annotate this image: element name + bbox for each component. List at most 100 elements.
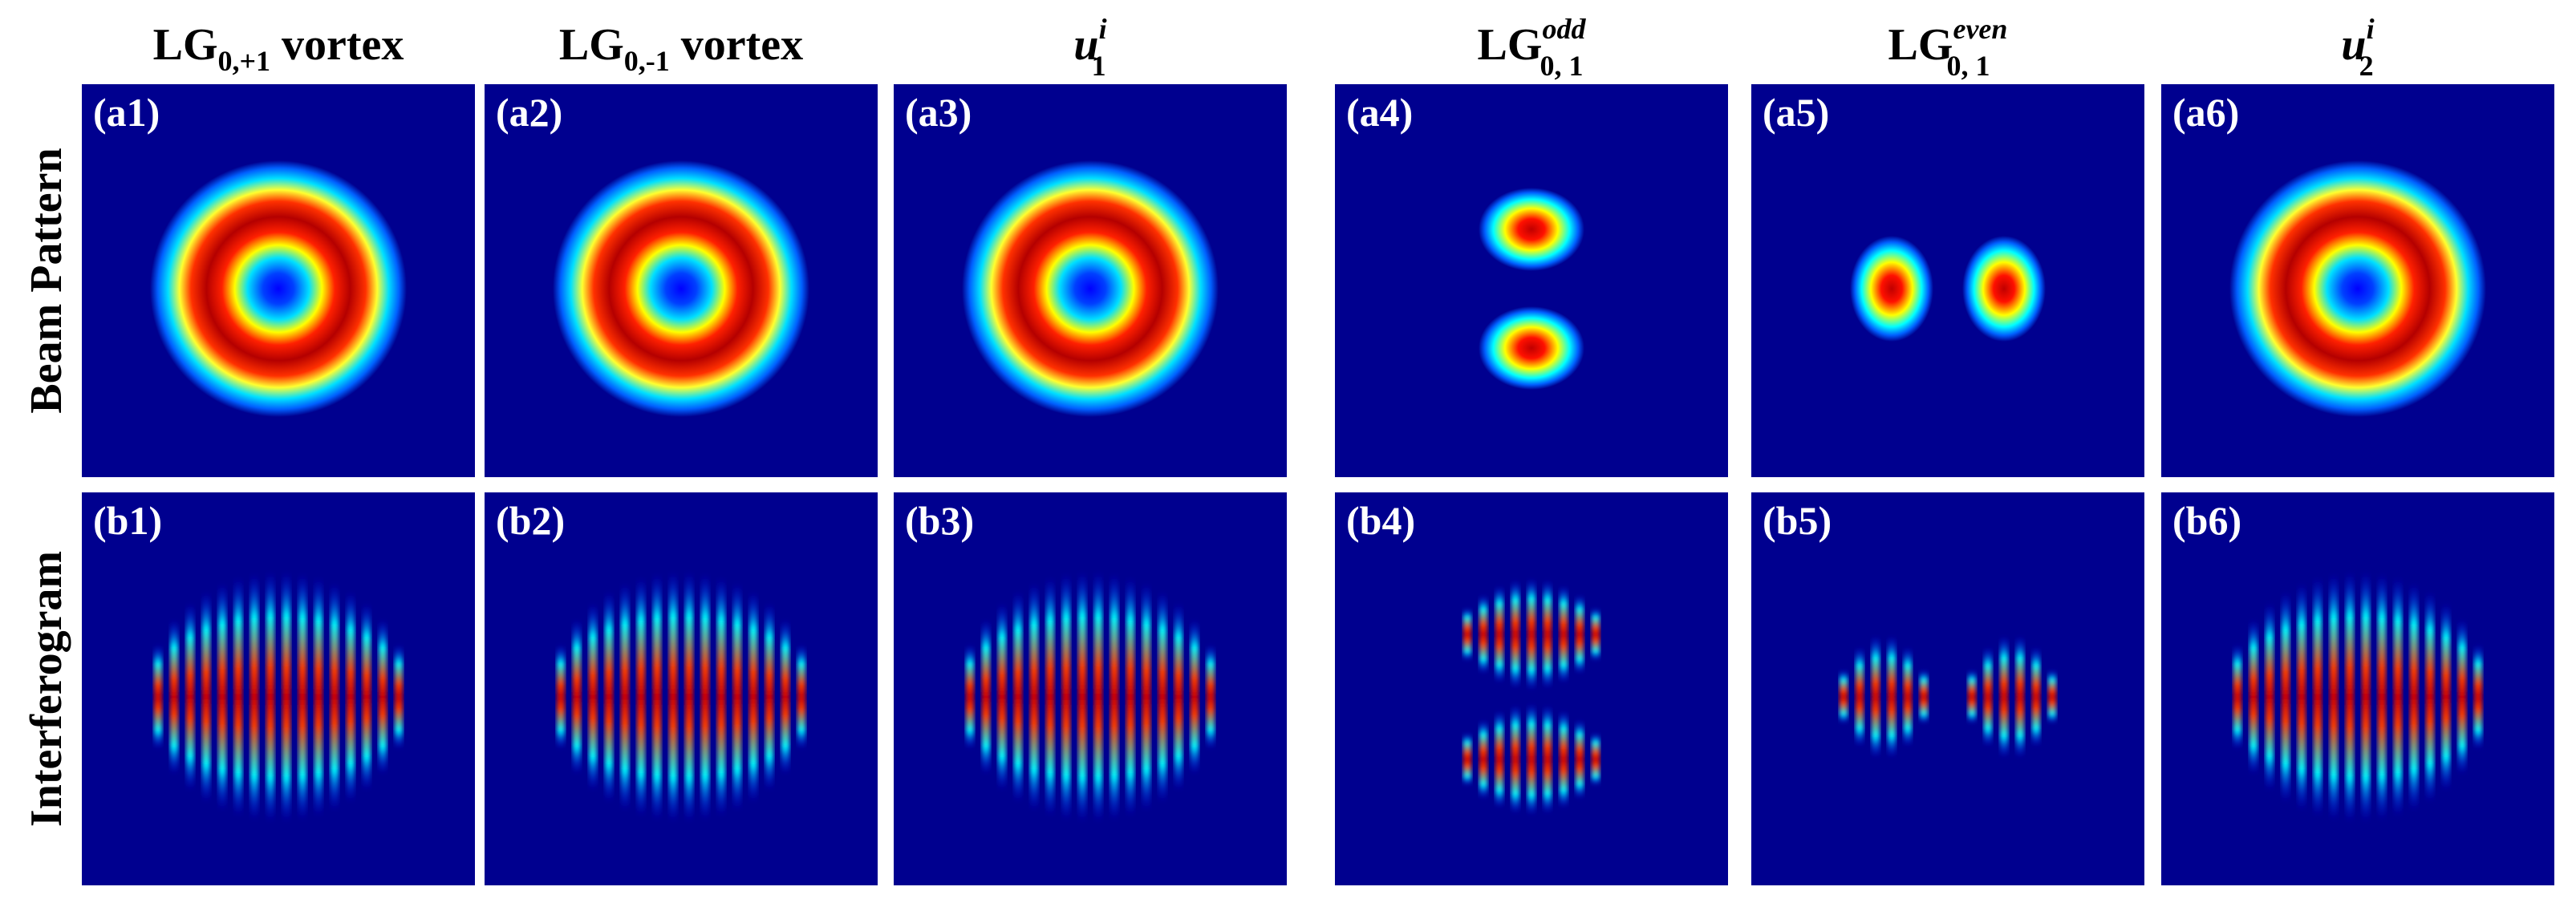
fringe-stripe bbox=[2000, 635, 2008, 759]
fringe-stripe bbox=[2266, 603, 2274, 791]
fringe-stripe bbox=[1046, 577, 1054, 817]
column-title: LG0,+1 vortex bbox=[153, 20, 404, 77]
fringe-stripe bbox=[1078, 571, 1086, 823]
fringe-stripe bbox=[1495, 711, 1503, 808]
intensity-lobe bbox=[1962, 236, 2046, 342]
fringe-stripe bbox=[982, 619, 990, 775]
fringe-stripe bbox=[379, 619, 387, 775]
column-title-sub: 0,+1 bbox=[218, 45, 271, 77]
column-title-base: u bbox=[2341, 20, 2366, 70]
panel-b4: (b4) bbox=[1335, 492, 1728, 885]
fringe-stripe bbox=[557, 644, 565, 750]
fringe-stripe bbox=[733, 583, 741, 811]
fringe-stripe bbox=[234, 577, 242, 817]
fringe-stripe bbox=[1592, 732, 1600, 787]
panel-b2: (b2) bbox=[485, 492, 878, 885]
panel-b5: (b5) bbox=[1751, 492, 2144, 885]
fringe-stripe bbox=[797, 644, 805, 750]
panel-background bbox=[1751, 492, 2144, 885]
column-title-base: LG bbox=[153, 20, 218, 70]
fringe-stripe bbox=[2442, 603, 2450, 791]
panel-background bbox=[2161, 492, 2554, 885]
fringe-stripe bbox=[1560, 711, 1568, 808]
panel-background bbox=[894, 492, 1287, 885]
fringe-stripe bbox=[1030, 583, 1038, 811]
fringe-stripe bbox=[1158, 591, 1166, 803]
column-title-sub: 2 bbox=[2359, 50, 2374, 82]
fringe-stripe bbox=[282, 571, 290, 823]
row-label: Interferogram bbox=[22, 551, 71, 827]
column-title-sup: odd bbox=[1542, 13, 1586, 45]
fringe-stripe bbox=[637, 577, 645, 817]
panel-a3: (a3) bbox=[894, 84, 1287, 477]
fringe-stripe bbox=[765, 603, 773, 791]
panel-label: (a4) bbox=[1346, 90, 1413, 135]
fringe-stripe bbox=[1527, 703, 1535, 816]
column-title: ui 1 bbox=[1073, 13, 1106, 82]
row-labels: Beam Pattern Interferogram bbox=[22, 148, 71, 827]
fringe-stripe bbox=[298, 573, 306, 821]
fringe-stripe bbox=[966, 644, 974, 750]
fringe-stripe bbox=[2048, 670, 2056, 724]
column-title-sub: 0,-1 bbox=[624, 45, 670, 77]
fringe-stripe bbox=[685, 571, 693, 823]
fringe-stripe bbox=[2458, 619, 2466, 775]
fringe-stripe bbox=[1544, 705, 1552, 814]
panel-background bbox=[82, 492, 475, 885]
fringe-stripe bbox=[2233, 644, 2241, 750]
fringe-stripe bbox=[1062, 573, 1070, 821]
intensity-ring bbox=[962, 160, 1219, 417]
fringe-stripe bbox=[1968, 670, 1976, 724]
fringe-stripe bbox=[1904, 646, 1912, 747]
fringe-stripe bbox=[1495, 585, 1503, 683]
panel-background bbox=[1751, 84, 2144, 477]
fringe-stripe bbox=[2346, 571, 2354, 823]
fringe-stripe bbox=[1511, 580, 1519, 689]
panel-a1: (a1) bbox=[82, 84, 475, 477]
fringe-stripe bbox=[621, 583, 629, 811]
intensity-lobe bbox=[1850, 236, 1933, 342]
fringe-stripe bbox=[1094, 571, 1102, 823]
panel-b3: (b3) bbox=[894, 492, 1287, 885]
fringe-stripe bbox=[1479, 594, 1487, 674]
intensity-ring bbox=[150, 160, 407, 417]
fringe-stripe bbox=[2249, 619, 2258, 775]
panels: (a1) (a2) (a3) (a4) (a5) (a6) (b1) (b2) (b3) (b4)… bbox=[82, 84, 2554, 885]
fringe-stripe bbox=[1576, 594, 1584, 674]
fringe-stripe bbox=[1576, 719, 1584, 800]
fringe-stripe bbox=[347, 591, 355, 803]
fringe-stripe bbox=[1872, 635, 1880, 759]
panel-label: (b1) bbox=[93, 498, 162, 543]
fringe-stripe bbox=[1014, 591, 1022, 803]
fringe-stripe bbox=[1984, 646, 1992, 747]
column-title: LG0,-1 vortex bbox=[559, 20, 803, 77]
column-title-sup: even bbox=[1953, 13, 2007, 45]
panel-label: (a5) bbox=[1763, 90, 1829, 135]
panel-a5: (a5) bbox=[1751, 84, 2144, 477]
column-title-base: LG bbox=[1478, 20, 1543, 70]
fringe-stripe bbox=[395, 644, 403, 750]
fringe-stripe bbox=[1840, 670, 1848, 724]
fringe-stripe bbox=[1463, 607, 1471, 662]
fringe-stripe bbox=[170, 619, 178, 775]
column-title-sub: 1 bbox=[1092, 50, 1106, 82]
panel-label: (a1) bbox=[93, 90, 160, 135]
fringe-stripe bbox=[202, 591, 210, 803]
panel-label: (b5) bbox=[1763, 498, 1832, 543]
panel-label: (b6) bbox=[2172, 498, 2241, 543]
fringe-stripe bbox=[2330, 573, 2338, 821]
fringe-stripe bbox=[250, 573, 258, 821]
panel-label: (b2) bbox=[496, 498, 565, 543]
panel-b6: (b6) bbox=[2161, 492, 2554, 885]
fringe-stripe bbox=[331, 583, 339, 811]
intensity-ring bbox=[2229, 160, 2486, 417]
intensity-lobe bbox=[1479, 306, 1584, 390]
fringe-stripe bbox=[1207, 644, 1215, 750]
fringe-stripe bbox=[2474, 644, 2482, 750]
fringe-stripe bbox=[1544, 580, 1552, 689]
intensity-lobe bbox=[1479, 188, 1584, 271]
fringe-stripe bbox=[717, 577, 725, 817]
column-title: LGodd 0, 1 bbox=[1478, 13, 1587, 82]
fringe-stripe bbox=[653, 573, 661, 821]
